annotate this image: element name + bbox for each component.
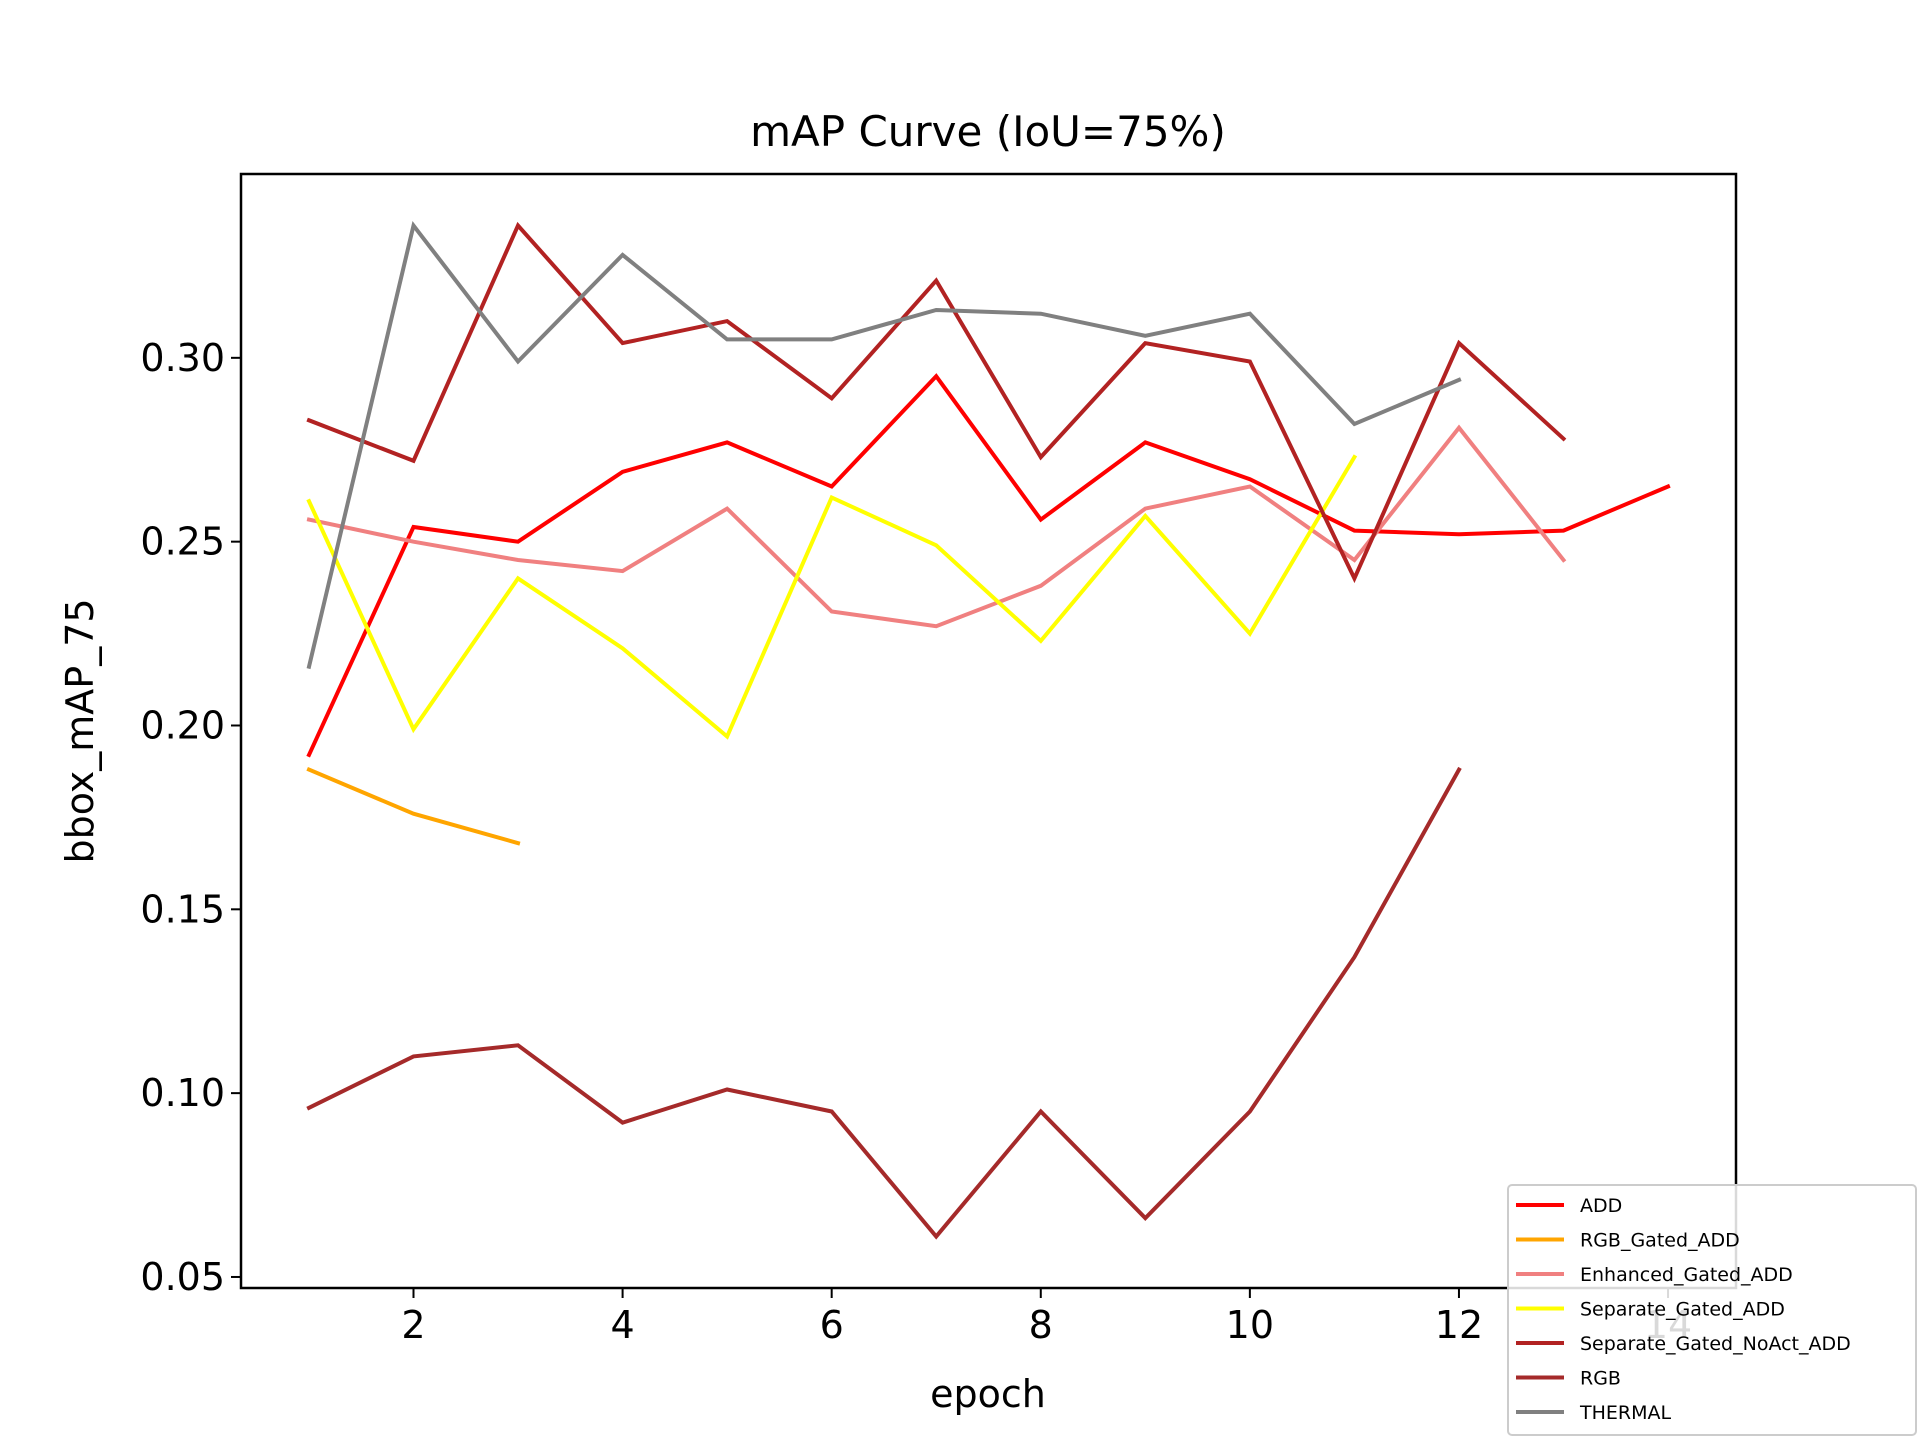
x-tick-label: 2 <box>401 1303 425 1347</box>
legend: ADD RGB_Gated_ADD Enhanced_Gated_ADD Separa… <box>1507 1184 1917 1436</box>
y-tick-label: 0.10 <box>140 1071 225 1115</box>
x-axis-label: epoch <box>930 1372 1046 1416</box>
series-line-2 <box>306 424 1567 629</box>
series-line-4 <box>306 221 1567 584</box>
y-tick-label: 0.20 <box>140 703 225 747</box>
y-axis-ticks: 0.05 0.10 0.15 0.20 0.25 0.30 <box>140 336 241 1299</box>
x-tick-label: 6 <box>820 1303 844 1347</box>
y-tick-label: 0.25 <box>140 520 225 564</box>
legend-label-2: Enhanced_Gated_ADD <box>1580 1264 1793 1286</box>
legend-label-6: THERMAL <box>1579 1402 1671 1424</box>
x-tick-label: 4 <box>610 1303 634 1347</box>
series-line-5 <box>306 766 1462 1240</box>
plot-lines <box>306 220 1671 1240</box>
legend-label-5: RGB <box>1580 1368 1621 1390</box>
legend-label-4: Separate_Gated_NoAct_ADD <box>1580 1333 1851 1355</box>
series-line-0 <box>306 373 1671 758</box>
y-tick-label: 0.05 <box>140 1255 225 1299</box>
x-tick-label: 12 <box>1435 1303 1483 1347</box>
legend-box <box>1507 1184 1917 1436</box>
y-axis-label: bbox_mAP_75 <box>58 598 102 863</box>
series-line-1 <box>306 766 521 846</box>
chart-title: mAP Curve (IoU=75%) <box>750 107 1226 156</box>
series-line-6 <box>306 220 1462 670</box>
plot-frame <box>239 172 1738 1290</box>
y-tick-label: 0.15 <box>140 887 225 931</box>
legend-label-0: ADD <box>1580 1195 1622 1217</box>
x-tick-label: 10 <box>1226 1303 1274 1347</box>
series-line-3 <box>306 454 1358 740</box>
legend-label-3: Separate_Gated_ADD <box>1580 1299 1785 1321</box>
legend-label-1: RGB_Gated_ADD <box>1580 1230 1740 1252</box>
x-tick-label: 8 <box>1029 1303 1053 1347</box>
y-tick-label: 0.30 <box>140 336 225 380</box>
